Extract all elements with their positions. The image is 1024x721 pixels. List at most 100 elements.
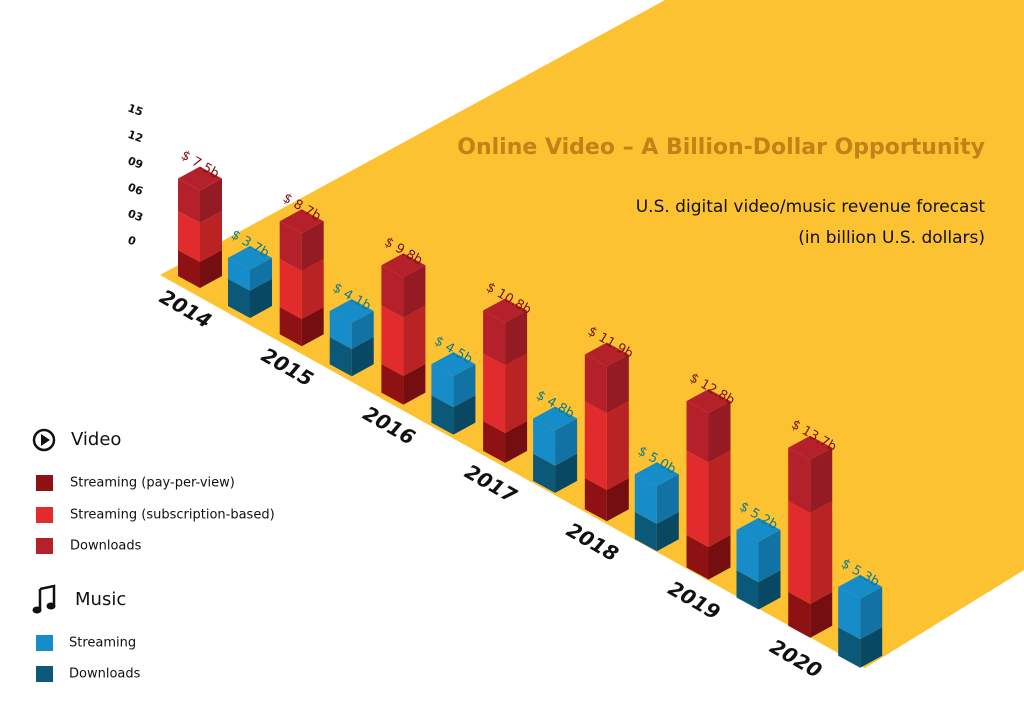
- bar-face: [178, 178, 200, 223]
- bar-face: [279, 307, 302, 347]
- bar-face: [758, 570, 781, 610]
- bar-face: [555, 453, 578, 493]
- bar-shade: [505, 421, 528, 463]
- bar-segment: [431, 352, 476, 408]
- bar-segment: [788, 435, 833, 513]
- bar-segment: [584, 342, 629, 414]
- y-tick-label: 09: [126, 154, 145, 171]
- legend-swatch: [36, 538, 53, 554]
- bar-segment: [381, 364, 426, 405]
- bar-shade: [656, 511, 679, 552]
- bar-top: [483, 298, 528, 323]
- bar-top: [381, 253, 426, 278]
- bar-face: [788, 592, 811, 638]
- legend-label: Streaming (subscription-based): [70, 508, 275, 523]
- bar-shade: [200, 178, 222, 223]
- bar-face: [178, 250, 200, 288]
- bar-face: [178, 211, 200, 262]
- bar-segment: [736, 570, 781, 610]
- bar-segment: [788, 592, 833, 638]
- bar-shade: [200, 250, 222, 288]
- bar-shade: [810, 501, 833, 604]
- bar-shade: [708, 401, 731, 463]
- y-tick-label: 12: [126, 128, 145, 145]
- bar-segment: [381, 305, 426, 376]
- bar-face: [810, 592, 833, 638]
- x-tick-label: 2020: [766, 634, 826, 683]
- bar-face: [810, 447, 833, 513]
- legend-group: Music: [75, 589, 126, 610]
- bar-shade: [606, 354, 629, 414]
- legend-swatch: [36, 507, 53, 523]
- bar-face: [381, 265, 404, 318]
- bar-top: [178, 166, 222, 191]
- bar-segment: [788, 501, 833, 604]
- y-tick-label: 06: [126, 181, 145, 199]
- bar-top: [838, 574, 883, 599]
- bar-face: [810, 501, 833, 604]
- bar-segment: [279, 209, 324, 271]
- bar-shade: [810, 447, 833, 513]
- bar-shade: [301, 258, 324, 319]
- bar-segment: [178, 166, 222, 223]
- bar-face: [301, 221, 324, 271]
- legend-label: Downloads: [70, 539, 142, 554]
- bar-face: [708, 450, 731, 547]
- bar-face: [736, 529, 759, 583]
- bar-face: [686, 450, 709, 547]
- bar-face: [838, 586, 861, 640]
- bar-shade: [758, 529, 781, 583]
- bar-shade: [250, 257, 272, 291]
- bar-segment: [228, 278, 272, 318]
- bar-shade: [606, 478, 629, 522]
- bar-shade: [403, 265, 426, 318]
- bar-face: [250, 278, 272, 318]
- bar-segment: [483, 421, 528, 463]
- bar-segment: [533, 453, 578, 493]
- bar-face: [453, 395, 476, 435]
- bar-shade: [453, 364, 476, 408]
- bar-face: [381, 364, 404, 405]
- bar-segment: [178, 211, 222, 262]
- bar-face: [279, 258, 302, 319]
- bar-segment: [483, 298, 528, 366]
- subtitle: U.S. digital video/music revenue forecas…: [636, 197, 986, 217]
- bar-segment: [838, 574, 883, 640]
- bar-face: [708, 401, 731, 463]
- chart-title: Online Video – A Billion-Dollar Opportun…: [457, 135, 985, 160]
- bar-face: [584, 401, 607, 490]
- y-tick-label: 03: [126, 207, 145, 224]
- bar-shade: [708, 450, 731, 547]
- bar-segment: [736, 517, 781, 583]
- bar-face: [403, 364, 426, 405]
- legend-group: Video: [71, 429, 121, 450]
- bar-face: [200, 211, 222, 262]
- bar-face: [228, 257, 250, 291]
- bar-segment: [686, 389, 731, 463]
- bar-shade: [656, 474, 679, 524]
- bar-segment: [431, 395, 476, 435]
- bar-face: [606, 478, 629, 522]
- bar-face: [200, 178, 222, 223]
- bar-face: [483, 353, 506, 433]
- bar-face: [860, 586, 883, 640]
- bar-segment: [178, 250, 222, 288]
- bar-face: [431, 364, 454, 408]
- bar-face: [533, 418, 556, 466]
- bar-top: [736, 517, 781, 542]
- bar-face: [250, 257, 272, 291]
- bar-face: [483, 310, 506, 366]
- bar-shade: [555, 453, 578, 493]
- bar-shade: [301, 221, 324, 271]
- bar-shade: [758, 570, 781, 610]
- legend-label: Streaming (pay-per-view): [70, 476, 235, 491]
- bar-top: [279, 209, 324, 234]
- bar-top: [228, 245, 272, 270]
- bar-face: [634, 474, 657, 524]
- bar-segment: [279, 258, 324, 319]
- bar-shade: [505, 310, 528, 366]
- bar-top: [634, 462, 679, 487]
- bar-face: [431, 395, 454, 435]
- bar-shade: [453, 395, 476, 435]
